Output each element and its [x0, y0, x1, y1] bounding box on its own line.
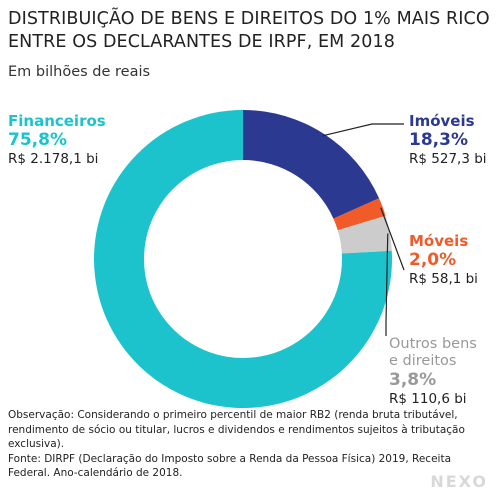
- label-outros: Outros bens e direitos 3,8% R$ 110,6 bi: [389, 336, 477, 408]
- leader-line-2: [380, 207, 405, 271]
- nexo-logo: NEXO: [430, 472, 488, 491]
- label-financeiros-name: Financeiros: [8, 112, 106, 130]
- label-financeiros-percent: 75,8%: [8, 130, 67, 150]
- label-moveis-value: R$ 58,1 bi: [409, 271, 478, 287]
- footnote-observation: Observação: Considerando o primeiro perc…: [8, 409, 465, 450]
- label-imoveis: Imóveis 18,3% R$ 527,3 bi: [409, 112, 487, 168]
- label-outros-name-line-1: Outros bens: [389, 336, 477, 352]
- slice-1: [243, 110, 380, 219]
- label-imoveis-name: Imóveis: [409, 112, 475, 130]
- label-outros-name-line-2: e direitos: [389, 353, 457, 369]
- slice-4: [94, 110, 392, 409]
- chart-subtitle: Em bilhões de reais: [8, 64, 151, 80]
- slice-2: [333, 198, 386, 231]
- label-moveis-name: Móveis: [409, 232, 469, 250]
- slice-3: [337, 215, 392, 254]
- footnote: Observação: Considerando o primeiro perc…: [8, 408, 478, 481]
- label-financeiros-value: R$ 2.178,1 bi: [8, 151, 99, 167]
- label-outros-percent: 3,8%: [389, 370, 437, 390]
- label-moveis: Móveis 2,0% R$ 58,1 bi: [409, 232, 478, 288]
- label-financeiros: Financeiros 75,8% R$ 2.178,1 bi: [8, 112, 106, 168]
- leader-line-1: [322, 123, 404, 137]
- label-outros-value: R$ 110,6 bi: [389, 391, 467, 407]
- footnote-source: Fonte: DIRPF (Declaração do Imposto sobr…: [8, 452, 452, 480]
- label-imoveis-value: R$ 527,3 bi: [409, 151, 487, 167]
- label-imoveis-percent: 18,3%: [409, 130, 468, 150]
- label-moveis-percent: 2,0%: [409, 250, 457, 270]
- chart-title: DISTRIBUIÇÃO DE BENS E DIREITOS DO 1% MA…: [8, 9, 490, 52]
- leader-line-3: [385, 233, 389, 336]
